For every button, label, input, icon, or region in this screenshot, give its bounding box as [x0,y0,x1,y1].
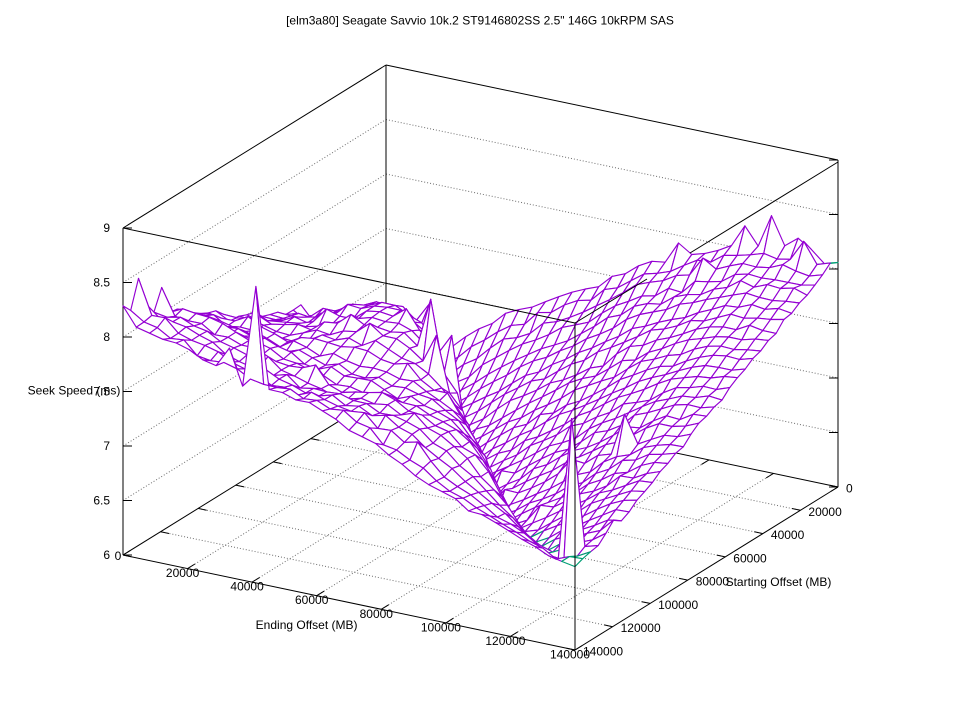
svg-text:100000: 100000 [658,598,698,612]
svg-text:80000: 80000 [360,607,394,621]
svg-text:80000: 80000 [696,575,730,589]
svg-text:6.5: 6.5 [93,494,110,508]
svg-text:9: 9 [103,221,110,235]
svg-text:8.5: 8.5 [93,276,110,290]
svg-text:40000: 40000 [230,580,264,594]
svg-text:120000: 120000 [485,634,525,648]
svg-text:Ending Offset (MB): Ending Offset (MB) [256,618,358,632]
svg-text:7.5: 7.5 [93,385,110,399]
svg-text:60000: 60000 [295,593,329,607]
svg-text:60000: 60000 [733,551,767,565]
svg-text:40000: 40000 [771,528,805,542]
svg-text:140000: 140000 [583,645,623,659]
svg-text:120000: 120000 [621,621,661,635]
svg-text:0: 0 [846,482,853,496]
svg-text:100000: 100000 [421,620,461,634]
svg-text:Starting Offset (MB): Starting Offset (MB) [726,575,832,589]
svg-text:20000: 20000 [808,505,842,519]
svg-text:0: 0 [115,549,122,563]
svg-text:6: 6 [103,548,110,562]
svg-text:7: 7 [103,439,110,453]
svg-text:20000: 20000 [166,566,200,580]
svg-text:8: 8 [103,330,110,344]
svg-text:140000: 140000 [550,648,590,662]
svg-text:Seek Speed (ms): Seek Speed (ms) [28,384,121,398]
svg-text:[elm3a80] Seagate Savvio 10k.2: [elm3a80] Seagate Savvio 10k.2 ST9146802… [286,14,674,28]
